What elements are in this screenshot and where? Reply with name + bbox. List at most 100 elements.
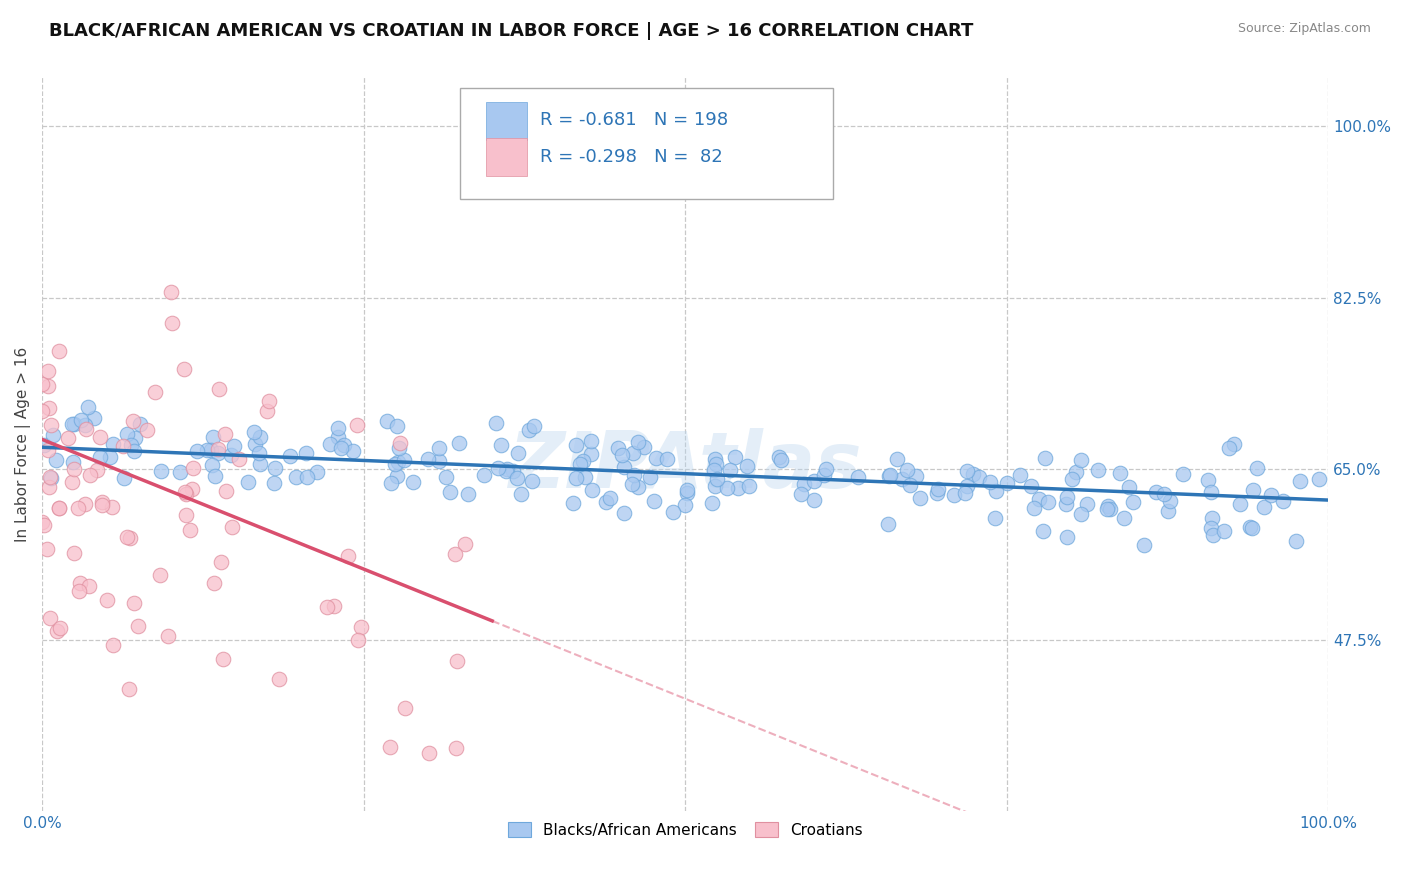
Point (115, 530, 138, 544)
Point (62, 455, 84, 469)
Point (294, 446, 316, 460)
Point (41, 428, 63, 442)
Point (49, 621, 72, 635)
Point (156, 629, 179, 643)
Point (927, 482, 949, 496)
Point (328, 430, 350, 444)
Point (1285, 534, 1308, 549)
Point (485, 416, 508, 430)
Point (79, 579, 101, 593)
Point (118, 682, 141, 697)
Point (249, 430, 271, 444)
Point (623, 467, 645, 482)
Point (243, 425, 266, 439)
Point (267, 673, 290, 687)
Point (38, 401, 60, 415)
Point (1144, 485, 1167, 500)
Point (349, 620, 371, 634)
Point (75, 422, 97, 436)
Point (1032, 524, 1054, 539)
Point (1095, 502, 1118, 516)
Point (136, 423, 159, 437)
FancyBboxPatch shape (486, 138, 527, 177)
Point (221, 520, 243, 534)
Point (449, 436, 471, 450)
Point (803, 493, 825, 508)
Point (898, 478, 921, 492)
Point (564, 471, 586, 485)
Point (1054, 498, 1077, 512)
Point (910, 491, 932, 505)
Point (101, 639, 124, 653)
Point (319, 437, 342, 451)
Point (174, 485, 197, 500)
Point (183, 460, 205, 475)
Point (89, 430, 111, 444)
Point (702, 496, 724, 510)
Point (1019, 479, 1042, 493)
Point (491, 438, 513, 452)
Point (1118, 480, 1140, 494)
Point (323, 599, 346, 613)
Point (645, 450, 668, 465)
Point (236, 475, 259, 489)
Point (737, 459, 759, 474)
Point (627, 435, 650, 450)
Point (508, 446, 530, 460)
Point (612, 449, 634, 463)
Point (215, 484, 238, 499)
Point (122, 444, 145, 458)
Point (879, 467, 901, 482)
Point (37, 364, 59, 378)
Point (207, 442, 229, 456)
Point (100, 450, 122, 465)
Point (886, 452, 908, 467)
Point (995, 475, 1018, 490)
Point (1222, 437, 1244, 451)
Point (392, 453, 415, 467)
Point (39, 471, 62, 485)
Point (201, 458, 224, 472)
Point (1212, 524, 1234, 538)
Point (149, 464, 172, 478)
Point (1272, 494, 1295, 508)
Point (770, 453, 793, 467)
Point (768, 450, 790, 464)
Point (496, 462, 519, 476)
FancyBboxPatch shape (486, 102, 527, 140)
Point (336, 549, 359, 563)
Point (443, 547, 465, 561)
Point (1260, 487, 1282, 501)
Point (39, 418, 62, 433)
Point (439, 484, 461, 499)
Legend: Blacks/African Americans, Croatians: Blacks/African Americans, Croatians (502, 815, 869, 844)
Point (202, 430, 225, 444)
Point (607, 441, 630, 455)
Point (347, 633, 370, 648)
Point (48, 500, 70, 515)
Point (186, 443, 208, 458)
Point (643, 494, 665, 508)
Text: R = -0.298   N =  82: R = -0.298 N = 82 (540, 148, 723, 166)
Text: BLACK/AFRICAN AMERICAN VS CROATIAN IN LABOR FORCE | AGE > 16 CORRELATION CHART: BLACK/AFRICAN AMERICAN VS CROATIAN IN LA… (49, 22, 973, 40)
Point (962, 467, 984, 481)
Point (330, 442, 353, 456)
Point (1087, 463, 1109, 477)
Point (149, 567, 172, 582)
Point (112, 471, 135, 485)
Point (176, 487, 198, 501)
Point (510, 487, 533, 501)
Point (402, 475, 425, 490)
Point (1153, 487, 1175, 501)
Point (89, 450, 111, 464)
Point (181, 482, 204, 496)
Point (716, 482, 738, 496)
Point (264, 460, 287, 475)
Point (202, 576, 225, 591)
Point (703, 463, 725, 477)
Point (718, 463, 741, 477)
Point (76, 400, 98, 414)
Point (389, 435, 412, 450)
Point (1201, 484, 1223, 499)
Point (956, 464, 979, 478)
